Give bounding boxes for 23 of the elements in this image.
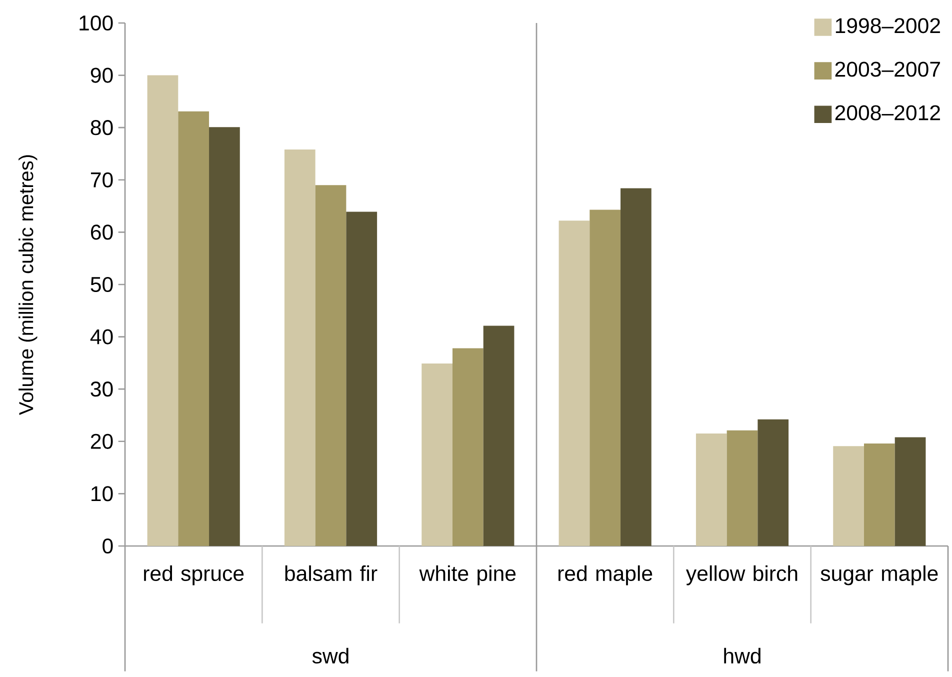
legend-label: 1998–2002	[836, 18, 940, 34]
y-tick-label: 40	[90, 329, 113, 344]
text: swd	[312, 648, 348, 664]
x-tick-label: white pine	[419, 565, 516, 586]
x-tick-label: balsam fir	[285, 565, 378, 582]
y-tick-label: 0	[102, 538, 113, 554]
y-tick-label: 90	[90, 68, 113, 83]
x-tick-label: red spruce	[144, 565, 244, 586]
y-tick-label: 20	[90, 434, 113, 449]
x-tick-label: yellow birch	[686, 565, 798, 586]
y-tick-label: 50	[90, 276, 113, 292]
text: hwd	[724, 648, 760, 664]
y-tick-label: 30	[90, 382, 113, 397]
y-tick-label: 80	[90, 120, 113, 136]
x-tick-label: sugar maple	[820, 565, 938, 586]
y-tick-label: 70	[90, 172, 113, 188]
y-tick-label: 60	[90, 224, 113, 240]
y-tick-label: 10	[92, 486, 113, 502]
y-tick-label: 100	[80, 15, 113, 31]
legend-label: 2003–2007	[835, 62, 940, 77]
x-tick-label: red maple	[558, 565, 652, 586]
y-axis-title: Volume (million cubic metres)	[18, 155, 38, 415]
legend-label: 2008–2012	[835, 105, 940, 120]
